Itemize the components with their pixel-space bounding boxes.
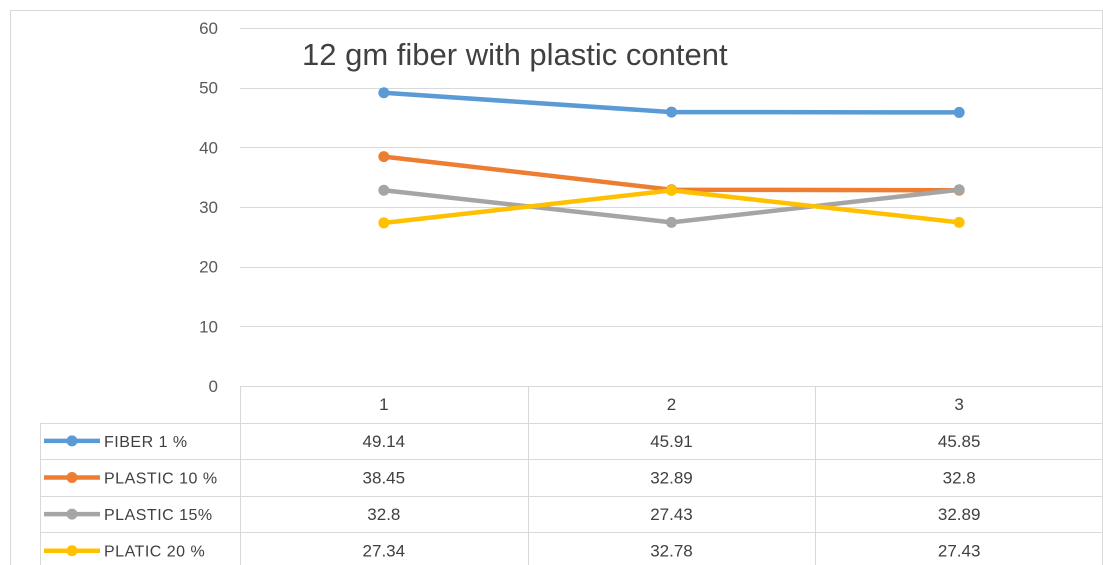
- gridlines: [240, 28, 1103, 327]
- data-table-value: 49.14: [363, 432, 406, 451]
- data-table-value: 32.89: [650, 469, 693, 488]
- series-lines: [378, 87, 965, 229]
- data-point: [953, 216, 965, 228]
- legend-label: PLATIC 20 %: [104, 544, 205, 561]
- data-table-value: 32.8: [943, 469, 976, 488]
- y-tick-label: 60: [199, 19, 218, 38]
- data-table-value: 32.8: [367, 505, 400, 524]
- data-table-value: 32.78: [650, 542, 693, 561]
- data-table-value: 45.85: [938, 432, 981, 451]
- data-point: [953, 184, 965, 196]
- data-point: [666, 216, 677, 228]
- x-tick-label: 2: [667, 395, 676, 414]
- legend-key-marker: [66, 472, 78, 483]
- data-point: [378, 151, 390, 163]
- y-tick-label: 50: [199, 79, 218, 98]
- data-table-value: 38.45: [363, 469, 406, 488]
- data-table: 1 2 3 FIBER 1 % 49.14 45.91 45.85 PLASTIC 10 % 3…: [40, 386, 1103, 565]
- legend-label: PLASTIC 15%: [104, 507, 213, 524]
- y-tick-label: 30: [199, 198, 218, 217]
- legend-key-marker: [66, 508, 78, 520]
- y-tick-label: 40: [199, 138, 218, 157]
- y-tick-label: 20: [199, 258, 218, 277]
- y-axis: 0 10 20 30 40 50 60: [199, 19, 218, 396]
- data-table-value: 27.43: [650, 505, 693, 524]
- legend-label: PLASTIC 10 %: [104, 471, 218, 488]
- data-table-value: 27.34: [363, 542, 406, 561]
- y-tick-label: 10: [199, 317, 218, 336]
- data-point: [378, 87, 390, 99]
- x-tick-label: 1: [379, 395, 388, 414]
- legend-label: FIBER 1 %: [104, 434, 188, 451]
- data-point: [953, 106, 965, 118]
- data-point: [666, 184, 677, 196]
- x-tick-label: 3: [954, 395, 963, 414]
- legend-key-marker: [66, 435, 78, 447]
- data-table-value: 27.43: [938, 542, 981, 561]
- data-point: [378, 184, 390, 196]
- chart-title: 12 gm fiber with plastic content: [302, 37, 728, 72]
- data-table-value: 32.89: [938, 505, 981, 524]
- y-tick-label: 0: [209, 377, 218, 396]
- data-point: [378, 217, 390, 229]
- data-table-value: 45.91: [650, 432, 693, 451]
- data-point: [666, 106, 677, 118]
- legend-key-marker: [66, 545, 78, 557]
